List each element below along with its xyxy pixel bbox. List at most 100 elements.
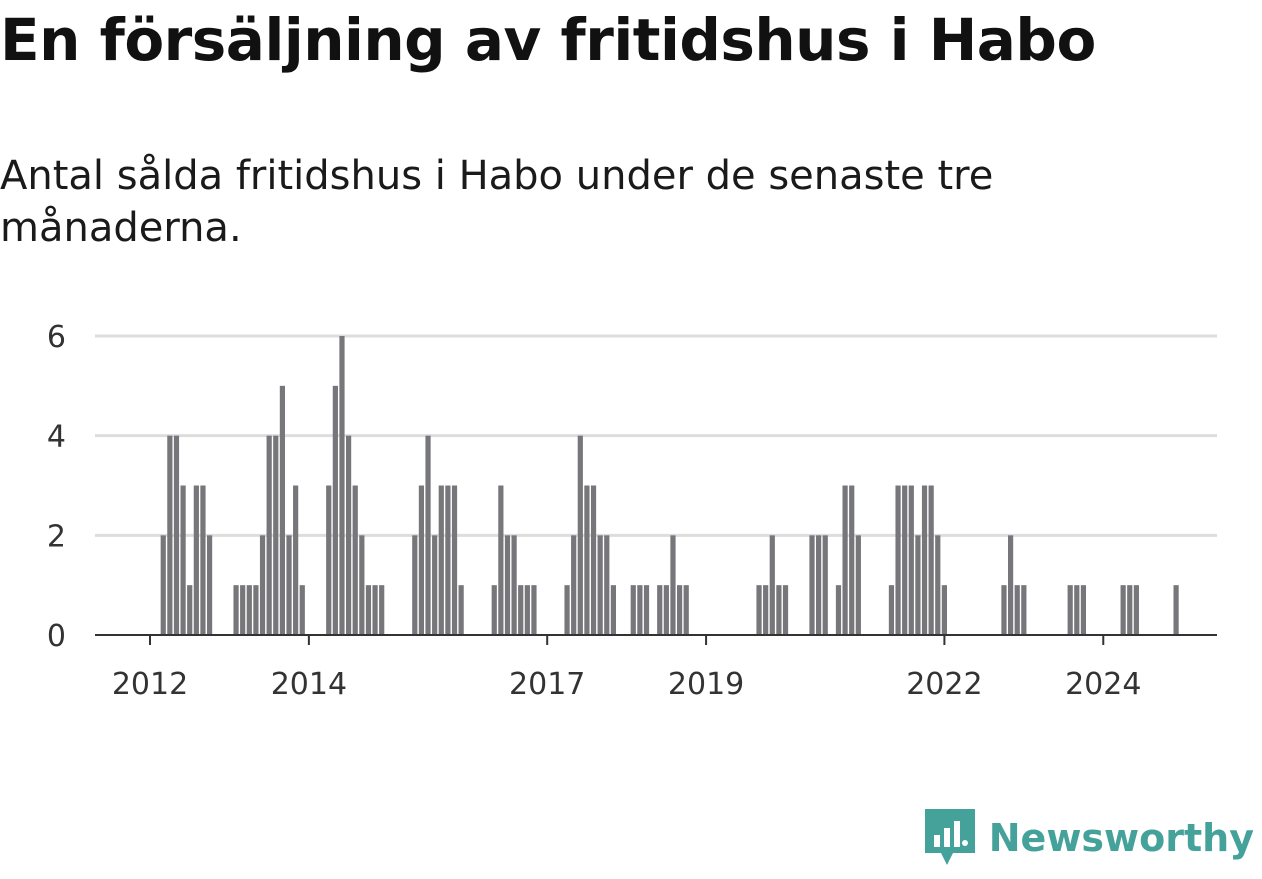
bar [849,485,855,635]
bar [1173,585,1179,635]
bar [445,485,451,635]
bar [253,585,259,635]
bar [524,585,530,635]
bar [1133,585,1139,635]
bar [379,585,385,635]
bar [584,485,590,635]
bar [293,485,299,635]
bar [193,485,199,635]
bar [438,485,444,635]
bar [286,535,292,635]
bar [809,535,815,635]
bar [1001,585,1007,635]
grid-lines [95,334,1217,537]
bar [233,585,239,635]
bar [683,585,689,635]
y-tick-label: 0 [47,619,66,654]
bar [663,585,669,635]
x-tick-label: 2017 [509,667,585,702]
x-tick-label: 2022 [906,667,982,702]
bar [326,485,332,635]
bar [888,585,895,635]
chart-subtitle: Antal sålda fritidshus i Habo under de s… [0,153,994,251]
bar [1127,585,1133,635]
bar [279,385,285,635]
bar [372,585,378,635]
bar [941,585,947,635]
brand-name: Newsworthy [988,816,1254,860]
bar [206,535,213,635]
bar [610,585,616,635]
bar [259,535,266,635]
bar [564,585,570,635]
bar [1080,585,1087,635]
bar [637,585,643,635]
x-tick-label: 2014 [271,667,347,702]
bar [1074,585,1080,635]
bar [590,485,597,635]
x-tick-label: 2019 [668,667,744,702]
bar [782,585,789,635]
bar [180,485,186,635]
bar [935,535,941,635]
bar [776,585,782,635]
bar [816,535,822,635]
bar [1021,585,1027,635]
bar [498,485,504,635]
bar [902,485,908,635]
chart-title: En försäljning av fritidshus i Habo [0,6,1096,74]
y-tick-label: 6 [47,320,66,355]
bar [167,435,173,635]
bar [173,435,180,635]
bar [491,585,497,635]
bar [518,585,524,635]
bar [842,485,848,635]
bar [425,435,431,635]
bar [577,435,583,635]
bar [365,585,372,635]
bar [855,535,861,635]
bar [769,535,775,635]
bar [273,435,279,635]
bar [756,585,762,635]
bar [1008,535,1014,635]
bar [451,485,458,635]
x-axis-ticks: 2012 2014 2017 2019 2022 2024 [112,635,1141,702]
y-tick-label: 4 [47,420,66,455]
bar [332,385,338,635]
bar [246,585,252,635]
bar [339,336,345,635]
bar [432,535,438,635]
bar [266,435,272,635]
y-tick-label: 2 [47,519,66,554]
bar [597,535,603,635]
bar [630,585,636,635]
bar [504,535,511,635]
bar [895,485,901,635]
bar [915,535,921,635]
bar [604,535,610,635]
bar [670,535,676,635]
newsworthy-logo: Newsworthy [924,809,1254,867]
bar [412,535,418,635]
bar [677,585,683,635]
bar [571,535,577,635]
bar [418,485,425,635]
bar [928,485,934,635]
x-tick-label: 2024 [1065,667,1141,702]
bar [511,535,517,635]
bar [299,585,305,635]
bar [160,535,166,635]
bar [1120,585,1126,635]
bar [240,585,246,635]
newsworthy-logo-icon [924,809,975,865]
y-axis-tick-labels: 0 2 4 6 [47,320,66,654]
bar [1014,585,1020,635]
bar [359,535,365,635]
bar [200,485,206,635]
bar [531,585,537,635]
bar [921,485,928,635]
bars [160,336,1179,635]
bar [346,435,352,635]
